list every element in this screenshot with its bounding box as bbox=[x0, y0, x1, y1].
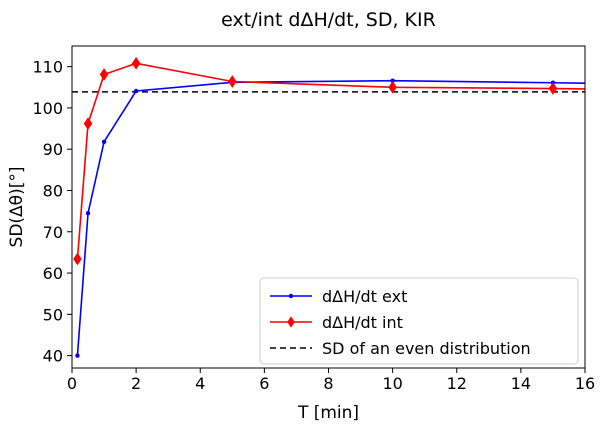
x-tick-label: 4 bbox=[195, 374, 205, 393]
y-axis-label: SD(Δθ)[°] bbox=[7, 167, 27, 248]
data-point bbox=[73, 252, 82, 266]
x-tick-label: 14 bbox=[511, 374, 531, 393]
legend-marker bbox=[288, 293, 294, 299]
x-tick-label: 12 bbox=[447, 374, 467, 393]
data-point bbox=[390, 78, 395, 83]
y-tick-label: 40 bbox=[43, 347, 63, 366]
legend: dΔH/dt ext dΔH/dt int SD of an even distri… bbox=[259, 277, 579, 365]
data-point bbox=[83, 117, 93, 130]
y-tick-label: 70 bbox=[43, 223, 63, 242]
y-tick-label: 50 bbox=[43, 305, 63, 324]
data-point bbox=[101, 139, 107, 144]
data-point bbox=[131, 57, 141, 70]
data-point bbox=[85, 210, 91, 216]
y-tick-label: 80 bbox=[43, 181, 63, 200]
y-tick-label: 110 bbox=[32, 58, 63, 77]
x-axis-label: T [min] bbox=[297, 403, 359, 423]
series-line-0 bbox=[76, 79, 586, 356]
plot-area bbox=[71, 45, 586, 369]
y-axis: 40 50 60 70 80 90 100 110 bbox=[32, 58, 72, 366]
y-tick-label: 60 bbox=[43, 264, 63, 283]
x-tick-label: 2 bbox=[131, 374, 141, 393]
x-tick-label: 10 bbox=[382, 374, 402, 393]
series-line-1 bbox=[76, 62, 586, 260]
data-point bbox=[75, 353, 80, 358]
legend-marker bbox=[287, 316, 295, 328]
x-tick-label: 0 bbox=[67, 374, 77, 393]
legend-label: dΔH/dt int bbox=[322, 313, 403, 332]
data-point bbox=[548, 82, 558, 95]
x-axis: 0 2 4 6 8 10 12 14 16 bbox=[67, 368, 595, 393]
x-tick-label: 16 bbox=[575, 374, 595, 393]
data-point bbox=[228, 75, 237, 88]
legend-label: dΔH/dt ext bbox=[322, 287, 407, 306]
chart-title: ext/int dΔH/dt, SD, KIR bbox=[221, 9, 436, 31]
x-tick-label: 6 bbox=[259, 374, 269, 393]
x-tick-label: 8 bbox=[323, 374, 333, 393]
data-point bbox=[133, 88, 139, 94]
legend-box bbox=[259, 277, 579, 365]
y-tick-label: 100 bbox=[32, 99, 63, 118]
y-tick-label: 90 bbox=[43, 140, 63, 159]
data-point bbox=[388, 80, 397, 94]
legend-label: SD of an even distribution bbox=[322, 339, 531, 358]
data-point bbox=[99, 68, 109, 81]
